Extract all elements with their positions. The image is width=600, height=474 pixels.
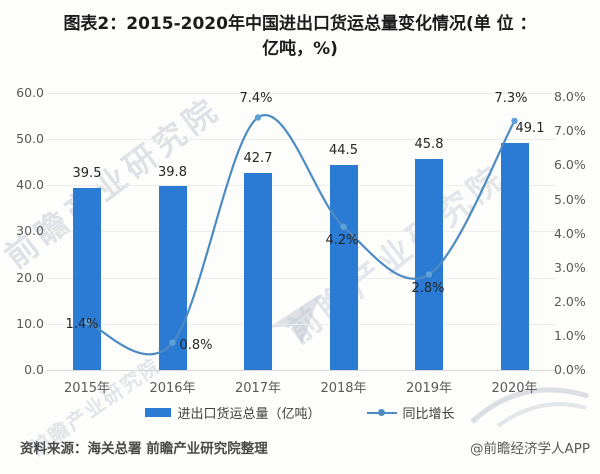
left-axis-tick: 10.0: [16, 316, 44, 331]
x-axis-label-2018: 2018年: [320, 381, 367, 396]
chart-title-line1: 图表2：2015-2020年中国进出口货运总量变化情况(单 位 ：: [63, 14, 537, 34]
line-value-label: 4.2%: [325, 233, 359, 248]
gridline-10: [46, 324, 556, 325]
line-value-label: 2.8%: [411, 281, 445, 296]
bar-2016: [158, 186, 187, 370]
right-axis-tick: 8.0%: [554, 89, 586, 104]
left-axis-tick: 20.0: [16, 270, 44, 285]
bar-2018: [329, 164, 358, 370]
x-axis-label-2019: 2019年: [405, 381, 453, 396]
left-axis-tick: 30.0: [16, 223, 44, 238]
credit-note: @前瞻经济学人APP: [469, 441, 590, 457]
bar-2020: [500, 143, 529, 370]
x-axis-line: [46, 370, 556, 371]
line-value-label: 7.3%: [494, 91, 528, 106]
gridline-60: [46, 93, 556, 94]
legend-item-bar: 进出口货运总量（亿吨）: [145, 403, 321, 422]
right-axis-tick: 1.0%: [554, 328, 586, 343]
chart-title: 图表2：2015-2020年中国进出口货运总量变化情况(单 位 ： 亿吨，%): [10, 12, 590, 62]
line-marker-2018: [340, 223, 347, 230]
x-axis-label-2017: 2017年: [234, 381, 282, 396]
right-axis-tick: 4.0%: [554, 226, 586, 241]
line-value-label: 1.4%: [65, 317, 99, 332]
line-marker-2016: [169, 339, 176, 346]
right-axis-tick: 0.0%: [554, 362, 586, 377]
left-axis-tick: 40.0: [16, 177, 44, 192]
bar-value-label: 39.5: [72, 166, 102, 181]
bar-value-label: 45.8: [414, 137, 444, 152]
bar-2017: [244, 172, 272, 370]
legend-bar-swatch-icon: [145, 408, 172, 417]
bar-2015: [73, 187, 101, 370]
gridline-20: [46, 278, 556, 279]
line-value-label: 7.4%: [239, 91, 273, 106]
line-marker-2019: [425, 271, 433, 278]
right-axis-tick: 3.0%: [554, 260, 586, 275]
bar-value-label: 39.8: [158, 165, 187, 180]
line-marker-2015: [83, 319, 91, 326]
right-axis-tick: 2.0%: [554, 294, 586, 309]
legend-line-marker-icon: [366, 408, 397, 417]
right-axis-tick: 7.0%: [554, 123, 586, 138]
x-axis-label-2016: 2016年: [149, 381, 196, 396]
legend-bar-label: 进出口货运总量（亿吨）: [177, 407, 321, 422]
line-marker-2017: [254, 114, 262, 121]
left-axis-tick: 60.0: [16, 85, 44, 100]
right-axis-tick: 5.0%: [554, 192, 586, 207]
bar-value-label: 49.1: [515, 121, 545, 136]
x-axis-label-2015: 2015年: [63, 381, 111, 396]
line-value-label: 0.8%: [179, 338, 213, 353]
gridline-30: [46, 231, 556, 232]
legend-item-line: 同比增长: [366, 403, 455, 422]
gridline-50: [46, 139, 556, 140]
bar-value-label: 44.5: [329, 143, 358, 158]
bar-value-label: 42.7: [243, 151, 273, 166]
growth-line-series: [83, 114, 518, 356]
left-axis-tick: 50.0: [16, 131, 44, 146]
right-axis-tick: 6.0%: [554, 157, 586, 172]
line-marker-2020: [511, 117, 518, 125]
legend: 进出口货运总量（亿吨） 同比增长: [0, 403, 600, 422]
left-axis-tick: 0.0: [24, 362, 44, 377]
gridline-40: [46, 185, 556, 186]
legend-line-label: 同比增长: [402, 407, 455, 422]
chart-title-line2: 亿吨，%): [262, 39, 338, 59]
bar-2019: [415, 158, 443, 370]
data-source-note: 资料来源：海关总署 前瞻产业研究院整理: [20, 441, 268, 457]
